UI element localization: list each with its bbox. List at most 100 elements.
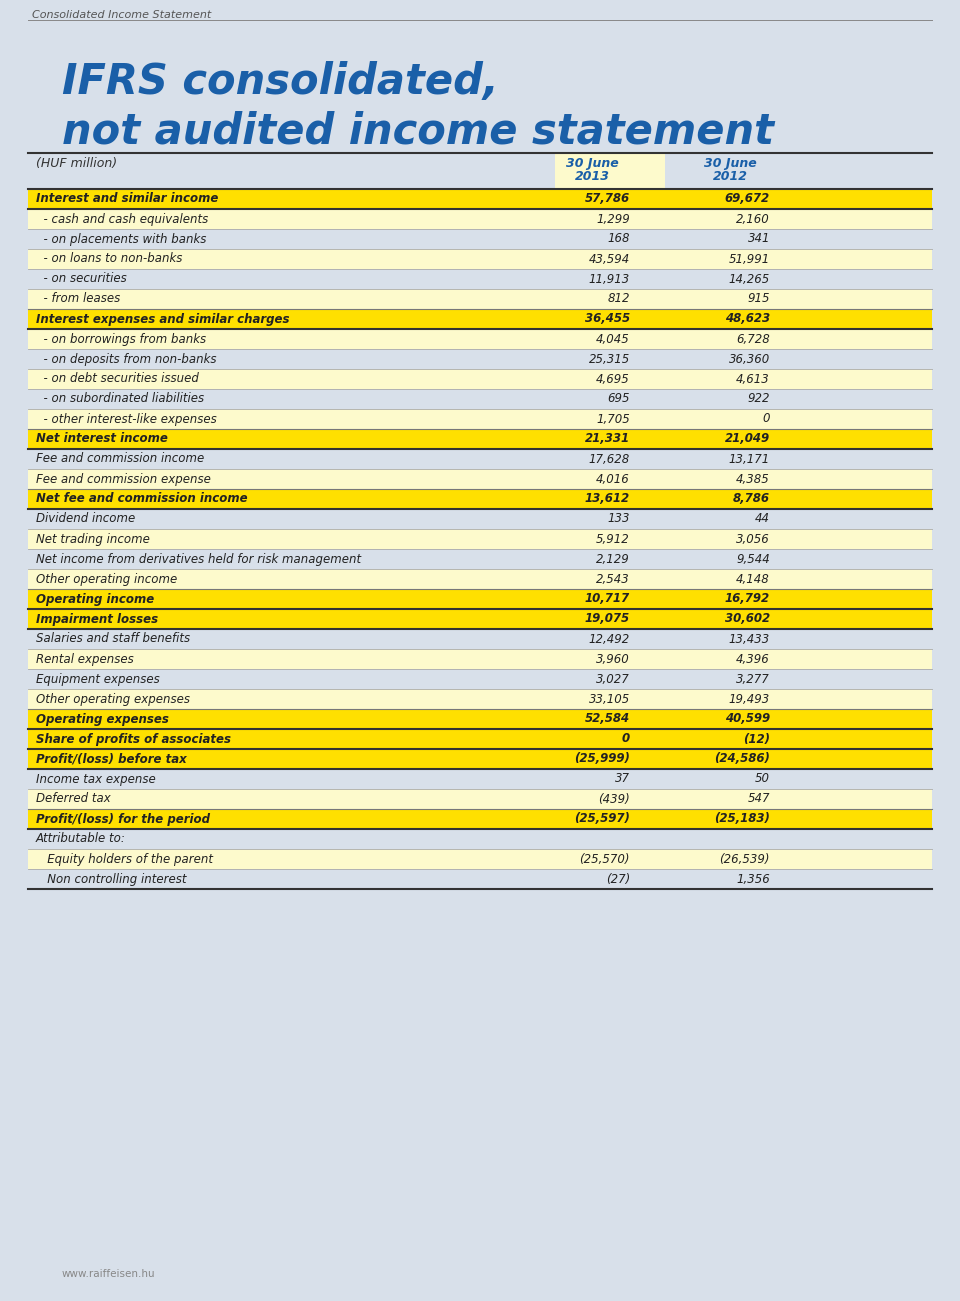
Text: 13,433: 13,433: [729, 632, 770, 645]
Text: (12): (12): [743, 732, 770, 745]
Text: 1,356: 1,356: [736, 873, 770, 886]
Text: (439): (439): [598, 792, 630, 805]
Text: 915: 915: [748, 293, 770, 306]
Bar: [28, 729, 932, 749]
Text: (HUF million): (HUF million): [36, 156, 117, 169]
Text: 69,672: 69,672: [725, 193, 770, 206]
Text: Net income from derivatives held for risk management: Net income from derivatives held for ris…: [36, 553, 361, 566]
Text: 547: 547: [748, 792, 770, 805]
Text: 36,360: 36,360: [729, 353, 770, 366]
Text: 3,056: 3,056: [736, 532, 770, 545]
Text: 11,913: 11,913: [588, 272, 630, 285]
Text: Deferred tax: Deferred tax: [36, 792, 110, 805]
Text: 4,385: 4,385: [736, 472, 770, 485]
Text: 10,717: 10,717: [585, 592, 630, 605]
Text: - on securities: - on securities: [36, 272, 127, 285]
Text: 19,075: 19,075: [585, 613, 630, 626]
Text: 812: 812: [608, 293, 630, 306]
Text: www.raiffeisen.hu: www.raiffeisen.hu: [62, 1268, 156, 1279]
Text: (25,570): (25,570): [580, 852, 630, 865]
Text: 1,705: 1,705: [596, 412, 630, 425]
Bar: [28, 269, 932, 289]
Bar: [28, 509, 932, 530]
Text: Net trading income: Net trading income: [36, 532, 150, 545]
Text: 1,299: 1,299: [596, 212, 630, 225]
Text: Dividend income: Dividend income: [36, 513, 135, 526]
Text: 36,455: 36,455: [585, 312, 630, 325]
Text: 695: 695: [608, 393, 630, 406]
Text: 52,584: 52,584: [585, 713, 630, 726]
Text: 4,396: 4,396: [736, 653, 770, 666]
Text: Net fee and commission income: Net fee and commission income: [36, 493, 248, 506]
Text: 40,599: 40,599: [725, 713, 770, 726]
Text: - cash and cash equivalents: - cash and cash equivalents: [36, 212, 208, 225]
Bar: [28, 690, 932, 709]
Text: Operating expenses: Operating expenses: [36, 713, 169, 726]
Text: Fee and commission income: Fee and commission income: [36, 453, 204, 466]
Bar: [28, 489, 932, 509]
Bar: [28, 389, 932, 409]
Text: Consolidated Income Statement: Consolidated Income Statement: [32, 10, 211, 20]
Bar: [28, 709, 932, 729]
Text: - on placements with banks: - on placements with banks: [36, 233, 206, 246]
Bar: [28, 329, 932, 349]
Text: 16,792: 16,792: [725, 592, 770, 605]
Text: 21,331: 21,331: [585, 432, 630, 445]
Text: Attributable to:: Attributable to:: [36, 833, 126, 846]
Text: 33,105: 33,105: [588, 692, 630, 705]
Text: Income tax expense: Income tax expense: [36, 773, 156, 786]
Text: (24,586): (24,586): [714, 752, 770, 765]
Bar: [28, 628, 932, 649]
Text: 2,160: 2,160: [736, 212, 770, 225]
Bar: [28, 310, 932, 329]
Bar: [28, 229, 932, 248]
Text: 30 June: 30 June: [565, 156, 618, 169]
Text: 30 June: 30 June: [704, 156, 756, 169]
Text: 13,171: 13,171: [729, 453, 770, 466]
Text: (25,999): (25,999): [574, 752, 630, 765]
Text: Net interest income: Net interest income: [36, 432, 168, 445]
Text: 13,612: 13,612: [585, 493, 630, 506]
Text: 3,960: 3,960: [596, 653, 630, 666]
Text: - on loans to non-banks: - on loans to non-banks: [36, 252, 182, 265]
Text: 4,016: 4,016: [596, 472, 630, 485]
Text: Operating income: Operating income: [36, 592, 155, 605]
Text: Fee and commission expense: Fee and commission expense: [36, 472, 211, 485]
Text: 48,623: 48,623: [725, 312, 770, 325]
Text: 4,613: 4,613: [736, 372, 770, 385]
Bar: [28, 349, 932, 369]
Bar: [28, 609, 932, 628]
Text: 6,728: 6,728: [736, 333, 770, 346]
Text: 25,315: 25,315: [588, 353, 630, 366]
Text: Profit/(loss) for the period: Profit/(loss) for the period: [36, 813, 210, 826]
Text: 4,045: 4,045: [596, 333, 630, 346]
Bar: [28, 449, 932, 468]
Bar: [28, 209, 932, 229]
Bar: [28, 749, 932, 769]
Text: - on debt securities issued: - on debt securities issued: [36, 372, 199, 385]
Text: 12,492: 12,492: [588, 632, 630, 645]
Bar: [28, 829, 932, 850]
Text: 3,027: 3,027: [596, 673, 630, 686]
Text: 5,912: 5,912: [596, 532, 630, 545]
Bar: [28, 369, 932, 389]
Text: (25,597): (25,597): [574, 813, 630, 826]
Text: Equipment expenses: Equipment expenses: [36, 673, 159, 686]
Text: 2012: 2012: [712, 170, 748, 183]
Text: 8,786: 8,786: [733, 493, 770, 506]
Text: (25,183): (25,183): [714, 813, 770, 826]
Text: 37: 37: [615, 773, 630, 786]
Text: Rental expenses: Rental expenses: [36, 653, 133, 666]
Text: Non controlling interest: Non controlling interest: [36, 873, 186, 886]
Bar: [28, 649, 932, 669]
Text: Other operating expenses: Other operating expenses: [36, 692, 190, 705]
Text: 43,594: 43,594: [588, 252, 630, 265]
Text: - on deposits from non-banks: - on deposits from non-banks: [36, 353, 217, 366]
Bar: [28, 850, 932, 869]
Bar: [28, 248, 932, 269]
Text: 133: 133: [608, 513, 630, 526]
Text: Impairment losses: Impairment losses: [36, 613, 158, 626]
Text: Other operating income: Other operating income: [36, 572, 178, 585]
Text: 9,544: 9,544: [736, 553, 770, 566]
Text: Equity holders of the parent: Equity holders of the parent: [36, 852, 213, 865]
